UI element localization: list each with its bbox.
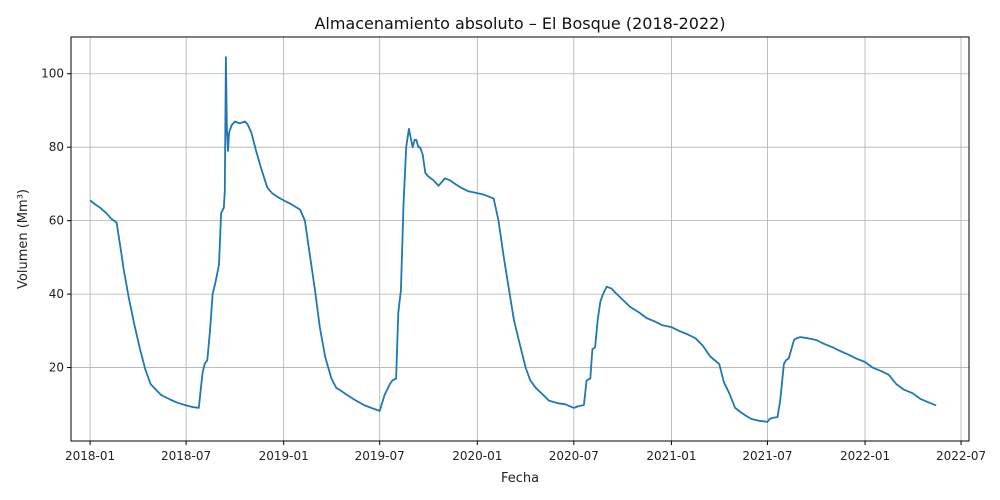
y-tick-label: 60	[49, 214, 64, 228]
y-tick-label: 40	[49, 287, 64, 301]
x-tick-label: 2020-01	[452, 449, 502, 463]
x-tick-label: 2022-07	[936, 449, 986, 463]
x-axis-title: Fecha	[501, 471, 539, 486]
x-tick-label: 2020-07	[549, 449, 599, 463]
plot-frame	[70, 36, 970, 442]
y-tick-label: 100	[41, 67, 64, 81]
grid-lines	[71, 37, 969, 441]
y-axis-ticks: 20 40 60 80 100	[41, 67, 71, 375]
y-tick-label: 20	[49, 361, 64, 375]
series-layer	[89, 56, 937, 423]
series-line	[89, 56, 937, 423]
x-tick-label: 2019-01	[259, 449, 309, 463]
x-tick-label: 2018-01	[65, 449, 115, 463]
x-tick-label: 2018-07	[161, 449, 211, 463]
x-tick-label: 2019-07	[355, 449, 405, 463]
chart-title: Almacenamiento absoluto – El Bosque (201…	[314, 14, 725, 33]
x-axis-ticks: 2018-01 2018-07 2019-01 2019-07 2020-01 2020-…	[65, 441, 986, 463]
x-tick-label: 2021-07	[742, 449, 792, 463]
x-tick-label: 2022-01	[840, 449, 890, 463]
y-axis-title: Volumen (Mm³)	[16, 189, 31, 289]
y-tick-label: 80	[49, 140, 64, 154]
x-tick-label: 2021-01	[646, 449, 696, 463]
